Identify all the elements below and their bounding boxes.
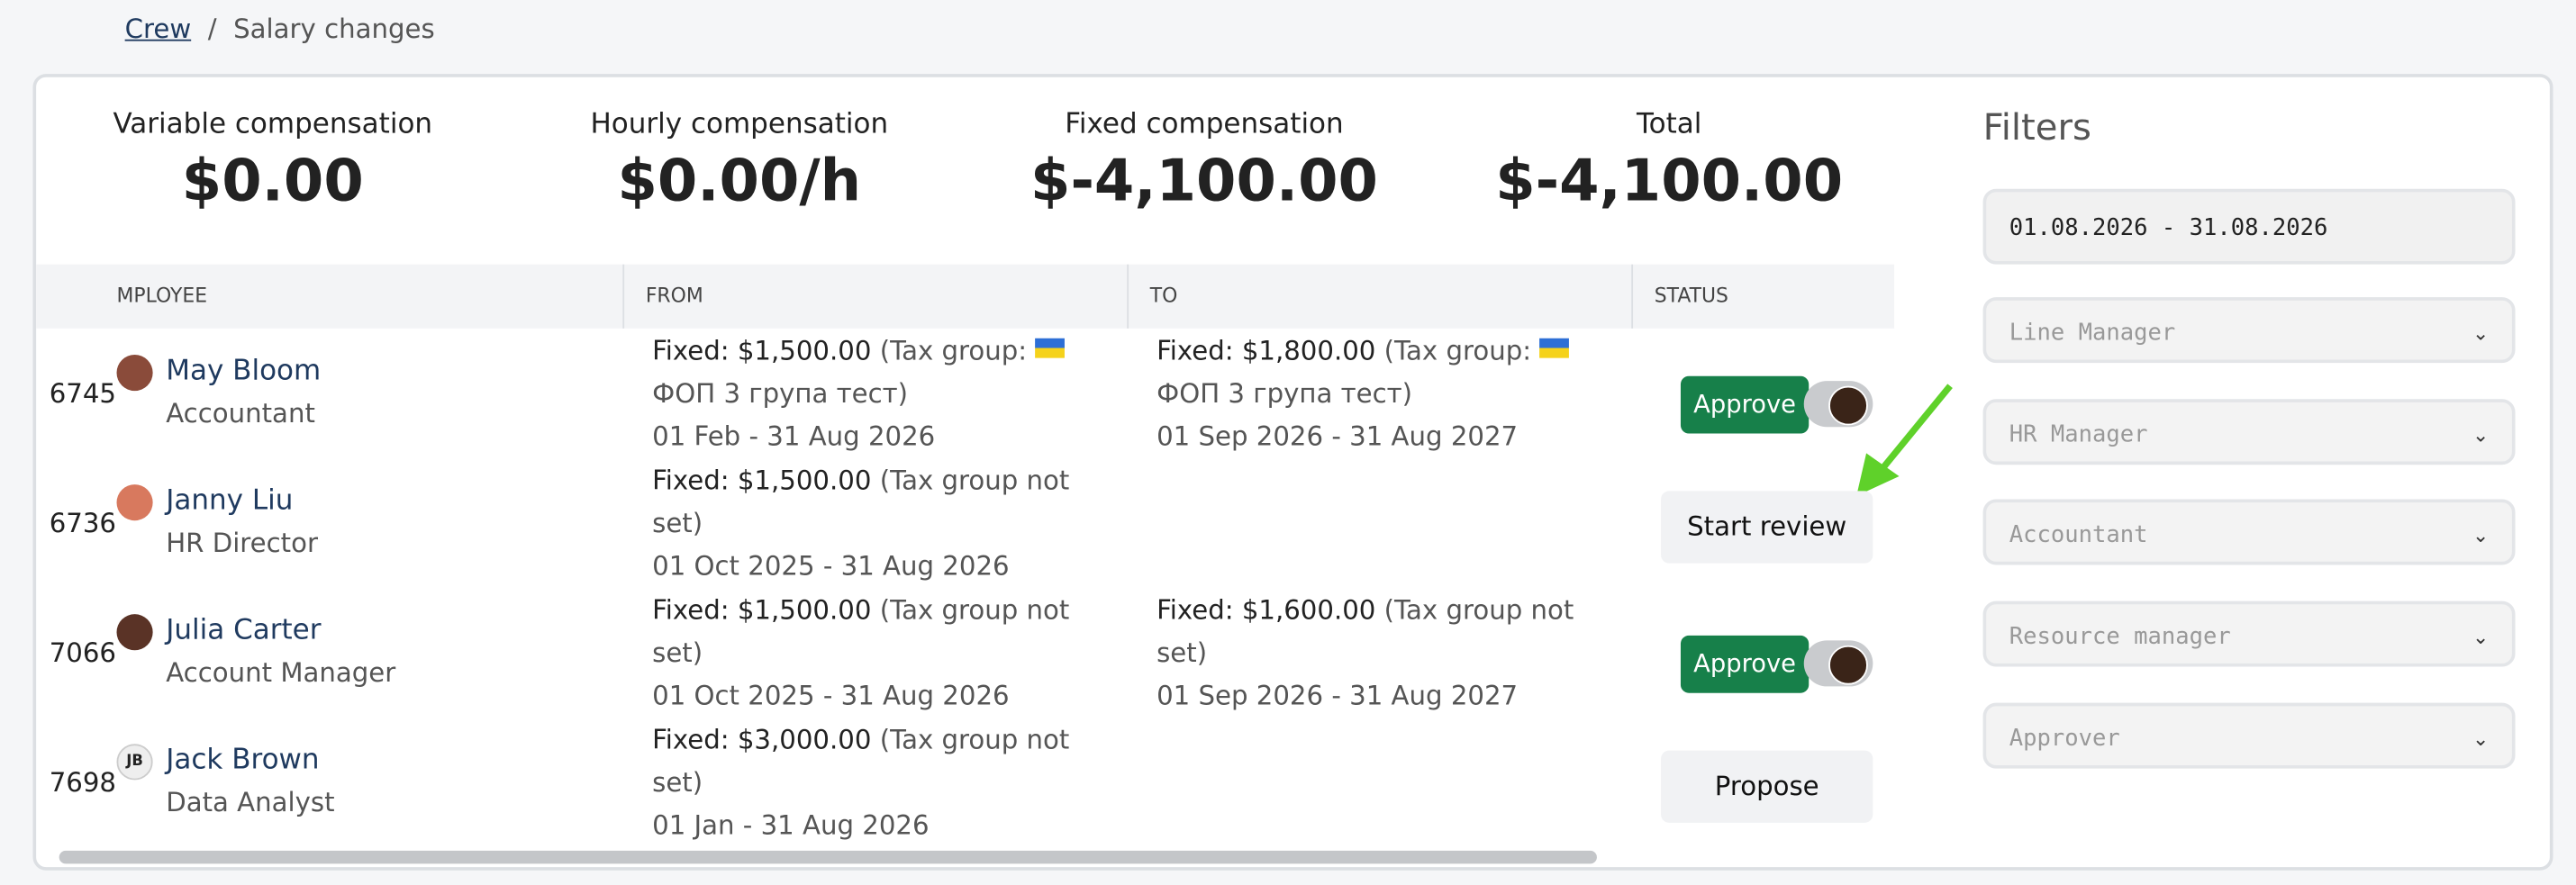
- chevron: ⌄: [2472, 321, 2490, 346]
- to-cell: Fixed: $1,800.00 (Tax group: ФОП 3 група…: [1156, 330, 1587, 458]
- employee-id: 7066: [49, 637, 116, 669]
- period: 01 Oct 2025 - 31 Aug 2026: [652, 550, 1010, 582]
- employee-role: Account Manager: [166, 656, 396, 689]
- arrow-head: [1856, 453, 1900, 496]
- employee-id: 6745: [49, 377, 116, 410]
- amount: Fixed: $1,600.00: [1156, 594, 1376, 626]
- breadcrumb: Crew / Salary changes: [125, 14, 435, 45]
- summary-value: $-4,100.00: [1495, 149, 1844, 215]
- action-button[interactable]: Propose: [1661, 750, 1873, 823]
- avatar: [116, 614, 153, 651]
- action-button[interactable]: Approve: [1680, 375, 1810, 434]
- filter-select[interactable]: Line Manager ⌄: [1982, 297, 2516, 364]
- summary-label: Variable compensation: [113, 108, 433, 141]
- col-sep: [1631, 264, 1634, 329]
- col-sep: [1127, 264, 1129, 329]
- tax-note: (Tax group not set): [652, 465, 1070, 539]
- arrow: [1856, 384, 1953, 496]
- tax-note: ФОП 3 група тест): [1156, 377, 1413, 410]
- tax-note: (Tax group not set): [652, 594, 1070, 669]
- column-header: MPLOYEE: [116, 284, 208, 308]
- col-sep: [622, 264, 625, 329]
- chevron: ⌄: [2472, 423, 2490, 447]
- breadcrumb-link[interactable]: Crew: [124, 13, 192, 45]
- period: 01 Feb - 31 Aug 2026: [652, 420, 936, 452]
- summary-label: Total: [1636, 108, 1702, 141]
- from-cell: Fixed: $1,500.00 (Tax group: ФОП 3 група…: [652, 330, 1083, 458]
- summary-label: Hourly compensation: [590, 108, 889, 141]
- flag: [1035, 338, 1066, 358]
- summary-value: $-4,100.00: [1030, 149, 1378, 215]
- filter-select[interactable]: Approver ⌄: [1982, 702, 2516, 769]
- tax-note: (Tax group not set): [1156, 594, 1574, 669]
- from-cell: Fixed: $1,500.00 (Tax group not set) 01 O…: [652, 590, 1083, 718]
- period: 01 Sep 2026 - 31 Aug 2027: [1156, 420, 1519, 452]
- employee-name[interactable]: May Bloom: [166, 354, 322, 388]
- summary-value: $0.00/h: [617, 149, 862, 215]
- avatar: JB: [116, 744, 153, 781]
- action-button[interactable]: Start review: [1661, 491, 1873, 564]
- summary-label: Fixed compensation: [1065, 108, 1344, 141]
- employee-role: Accountant: [166, 397, 315, 429]
- amount: Fixed: $1,500.00: [652, 335, 872, 366]
- employee-name[interactable]: Janny Liu: [166, 484, 294, 518]
- column-header: TO: [1149, 284, 1178, 308]
- amount: Fixed: $1,500.00: [652, 594, 872, 626]
- arrow-line: [1873, 384, 1953, 479]
- filter-select[interactable]: HR Manager ⌄: [1982, 398, 2516, 465]
- from-cell: Fixed: $3,000.00 (Tax group not set) 01 J…: [652, 719, 1083, 847]
- action-button[interactable]: Approve: [1680, 635, 1810, 693]
- chevron: ⌄: [2472, 727, 2490, 751]
- period: 01 Oct 2025 - 31 Aug 2026: [652, 680, 1010, 711]
- filter-select[interactable]: Accountant ⌄: [1982, 500, 2516, 566]
- from-cell: Fixed: $1,500.00 (Tax group not set) 01 O…: [652, 460, 1083, 588]
- period: 01 Jan - 31 Aug 2026: [652, 809, 930, 841]
- table-header: [36, 264, 1895, 329]
- tax-note: ФОП 3 група тест): [652, 377, 909, 410]
- employee-name[interactable]: Jack Brown: [166, 744, 320, 777]
- amount: Fixed: $3,000.00: [652, 724, 872, 756]
- column-header: STATUS: [1654, 284, 1728, 308]
- filter-select[interactable]: Resource manager ⌄: [1982, 601, 2516, 667]
- chevron: ⌄: [2472, 524, 2490, 548]
- tax-note: (Tax group:: [1383, 335, 1532, 366]
- tax-note: (Tax group not set): [652, 724, 1070, 799]
- breadcrumb-current: Salary changes: [233, 13, 435, 45]
- amount: Fixed: $1,500.00: [652, 465, 872, 496]
- scrollbar[interactable]: [59, 850, 1597, 864]
- employee-id: 7698: [49, 766, 116, 799]
- employee-name[interactable]: Julia Carter: [166, 614, 322, 647]
- summary-value: $0.00: [181, 149, 364, 215]
- employee-role: HR Director: [166, 527, 318, 559]
- filters-title: Filters: [1982, 108, 2091, 149]
- separator: /: [199, 13, 225, 45]
- column-header: FROM: [645, 284, 703, 308]
- period: 01 Sep 2026 - 31 Aug 2027: [1156, 680, 1519, 711]
- flag: [1539, 338, 1570, 358]
- employee-id: 6736: [49, 507, 116, 539]
- avatar: [116, 354, 153, 392]
- employee-role: Data Analyst: [166, 786, 335, 818]
- approver-avatar: [1828, 645, 1868, 685]
- to-cell: Fixed: $1,600.00 (Tax group not set) 01 S…: [1156, 590, 1587, 718]
- tax-note: (Tax group:: [879, 335, 1028, 366]
- chevron: ⌄: [2472, 626, 2490, 649]
- amount: Fixed: $1,800.00: [1156, 335, 1376, 366]
- date-range[interactable]: 01.08.2026 - 31.08.2026: [1982, 188, 2516, 265]
- approver-avatar: [1828, 385, 1868, 426]
- avatar: [116, 484, 153, 521]
